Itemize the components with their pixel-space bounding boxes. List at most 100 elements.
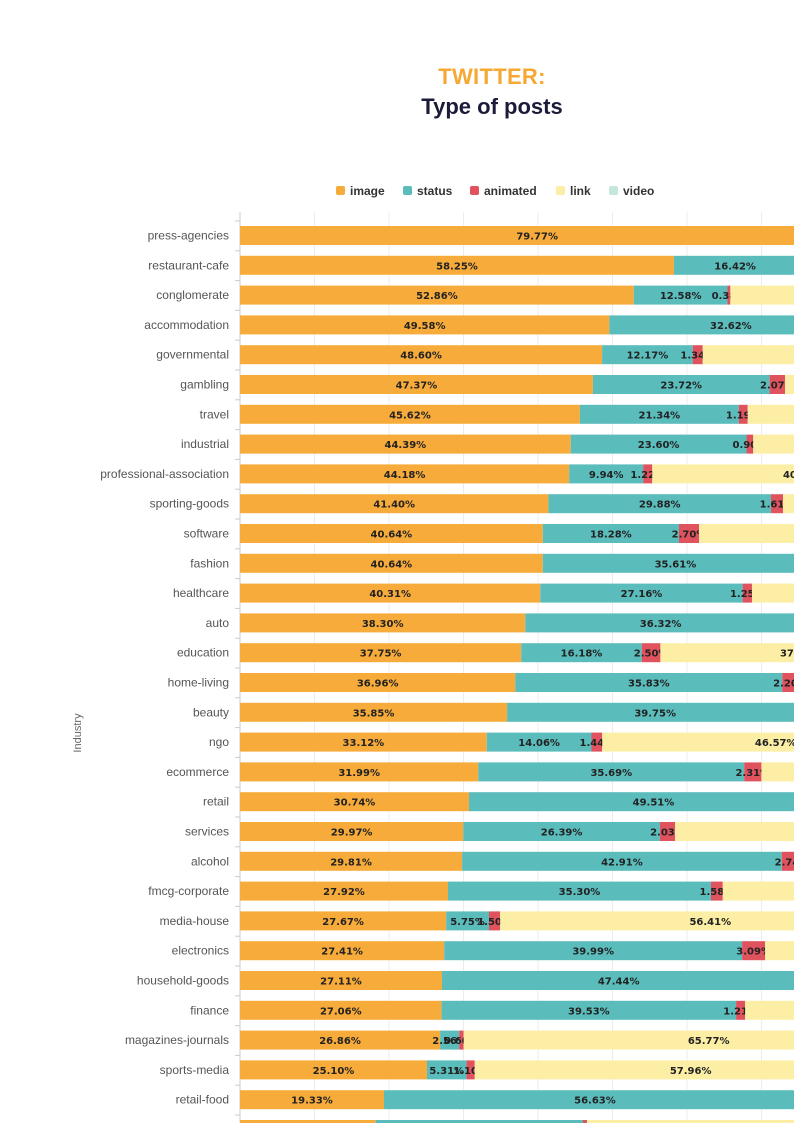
bar-segment-link[interactable]: [474, 1060, 794, 1080]
bar-segment-animated[interactable]: [782, 673, 794, 692]
bar-segment-animated[interactable]: [641, 643, 661, 663]
bar-segment-link[interactable]: [500, 911, 794, 931]
bar-segment-link[interactable]: [745, 1000, 794, 1020]
bar-segment-image[interactable]: [240, 315, 610, 335]
bar-segment-link[interactable]: [652, 464, 794, 484]
bar-segment-image[interactable]: [240, 792, 470, 812]
bar-segment-image[interactable]: [240, 732, 487, 752]
bar-segment-image[interactable]: [240, 255, 674, 275]
bar-segment-image[interactable]: [240, 941, 445, 961]
bar-segment-image[interactable]: [240, 971, 442, 990]
bar-segment-animated[interactable]: [742, 941, 766, 961]
bar-segment-link[interactable]: [747, 404, 794, 424]
bar-segment-animated[interactable]: [736, 1000, 746, 1020]
bar-segment-image[interactable]: [240, 822, 464, 841]
bar-segment-link[interactable]: [602, 732, 794, 752]
bar-segment-animated[interactable]: [488, 911, 501, 931]
bar-segment-status[interactable]: [673, 255, 794, 275]
bar-segment-status[interactable]: [448, 881, 711, 901]
bar-segment-animated[interactable]: [771, 494, 784, 514]
bar-segment-animated[interactable]: [466, 1060, 475, 1080]
bar-segment-image[interactable]: [240, 911, 447, 931]
bar-segment-status[interactable]: [542, 553, 794, 573]
legend-label-video[interactable]: video: [623, 184, 654, 198]
bar-segment-status[interactable]: [478, 762, 745, 782]
bar-segment-status[interactable]: [515, 673, 783, 692]
bar-segment-status[interactable]: [469, 792, 794, 812]
bar-segment-animated[interactable]: [781, 851, 794, 871]
bar-segment-status[interactable]: [384, 1090, 794, 1110]
bar-segment-animated[interactable]: [582, 1120, 588, 1123]
bar-segment-link[interactable]: [463, 1030, 794, 1050]
bar-segment-status[interactable]: [486, 732, 592, 752]
bar-segment-status[interactable]: [540, 583, 743, 603]
legend-label-animated[interactable]: animated: [484, 184, 537, 198]
bar-segment-status[interactable]: [463, 822, 660, 841]
bar-segment-status[interactable]: [507, 702, 794, 722]
bar-segment-image[interactable]: [240, 1000, 442, 1020]
legend-label-link[interactable]: link: [570, 184, 591, 198]
bar-segment-status[interactable]: [521, 643, 642, 663]
bar-segment-status[interactable]: [375, 1120, 583, 1123]
bar-segment-link[interactable]: [702, 345, 794, 365]
bar-segment-link[interactable]: [722, 881, 794, 901]
bar-segment-animated[interactable]: [710, 881, 723, 901]
bar-segment-link[interactable]: [675, 822, 794, 841]
bar-segment-link[interactable]: [730, 285, 794, 305]
bar-segment-animated[interactable]: [591, 732, 603, 752]
bar-segment-animated[interactable]: [643, 464, 653, 484]
bar-segment-status[interactable]: [570, 434, 747, 454]
bar-segment-image[interactable]: [240, 494, 549, 514]
bar-segment-link[interactable]: [587, 1120, 794, 1123]
bar-segment-link[interactable]: [785, 375, 794, 394]
bar-segment-animated[interactable]: [692, 345, 703, 365]
bar-segment-status[interactable]: [444, 941, 743, 961]
bar-segment-status[interactable]: [446, 911, 489, 931]
bar-segment-image[interactable]: [240, 285, 634, 305]
bar-segment-image[interactable]: [240, 851, 463, 871]
bar-segment-image[interactable]: [240, 404, 580, 424]
bar-segment-animated[interactable]: [678, 524, 700, 543]
legend-label-image[interactable]: image: [350, 184, 385, 198]
bar-segment-link[interactable]: [765, 941, 794, 961]
bar-segment-image[interactable]: [240, 613, 526, 633]
bar-segment-status[interactable]: [542, 524, 679, 543]
bar-segment-image[interactable]: [240, 1120, 376, 1123]
bar-segment-image[interactable]: [240, 643, 522, 663]
bar-segment-animated[interactable]: [659, 822, 676, 841]
bar-segment-status[interactable]: [548, 494, 772, 514]
bar-segment-animated[interactable]: [746, 434, 754, 454]
bar-segment-status[interactable]: [579, 404, 739, 424]
bar-segment-status[interactable]: [440, 1030, 460, 1050]
bar-segment-image[interactable]: [240, 524, 543, 543]
bar-segment-image[interactable]: [240, 673, 516, 692]
bar-segment-image[interactable]: [240, 464, 570, 484]
bar-segment-link[interactable]: [751, 583, 794, 603]
bar-segment-animated[interactable]: [769, 375, 786, 394]
bar-segment-link[interactable]: [783, 494, 794, 514]
bar-segment-status[interactable]: [602, 345, 693, 365]
legend-label-status[interactable]: status: [417, 184, 453, 198]
bar-segment-image[interactable]: [240, 702, 508, 722]
bar-segment-link[interactable]: [699, 524, 794, 543]
bar-segment-image[interactable]: [240, 553, 543, 573]
bar-segment-animated[interactable]: [459, 1030, 464, 1050]
bar-segment-link[interactable]: [753, 434, 794, 454]
bar-segment-image[interactable]: [240, 583, 541, 603]
bar-segment-status[interactable]: [441, 971, 794, 990]
bar-segment-image[interactable]: [240, 434, 571, 454]
bar-segment-status[interactable]: [426, 1060, 467, 1080]
bar-segment-status[interactable]: [592, 375, 770, 394]
bar-segment-image[interactable]: [240, 375, 593, 394]
bar-segment-status[interactable]: [609, 315, 794, 335]
bar-segment-status[interactable]: [525, 613, 794, 633]
bar-segment-status[interactable]: [462, 851, 782, 871]
bar-segment-image[interactable]: [240, 345, 603, 365]
bar-segment-animated[interactable]: [744, 762, 762, 782]
bar-segment-animated[interactable]: [738, 404, 748, 424]
bar-segment-link[interactable]: [761, 762, 794, 782]
bar-segment-image[interactable]: [240, 881, 449, 901]
bar-segment-link[interactable]: [660, 643, 794, 663]
bar-segment-animated[interactable]: [727, 285, 731, 305]
bar-segment-image[interactable]: [240, 762, 479, 782]
